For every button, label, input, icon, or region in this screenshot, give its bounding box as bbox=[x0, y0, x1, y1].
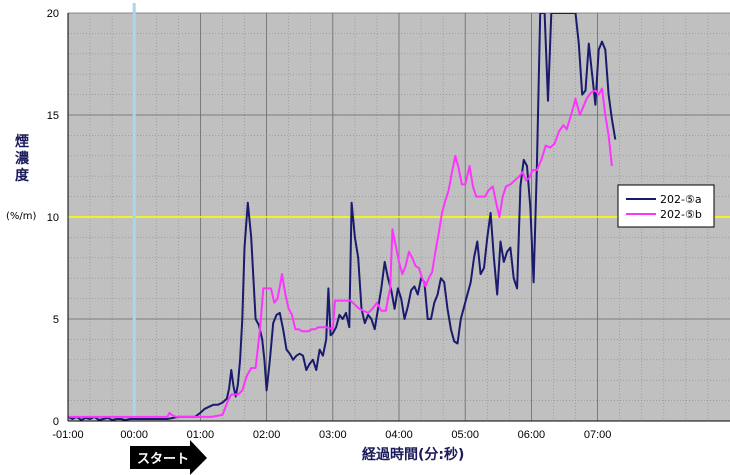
legend-box bbox=[617, 184, 715, 228]
x-tick-label: 05:00 bbox=[451, 429, 479, 441]
x-tick-label: 01:00 bbox=[187, 429, 215, 441]
x-axis-label: 経過時間(分:秒) bbox=[362, 446, 464, 463]
start-arrow-shape bbox=[130, 440, 207, 475]
x-tick-label: 06:00 bbox=[518, 429, 546, 441]
series-line-b bbox=[68, 87, 613, 418]
legend-label-a: 202-⑤a bbox=[660, 193, 702, 206]
x-tick-label: -01:00 bbox=[52, 429, 83, 441]
series-line-a bbox=[68, 13, 617, 421]
x-tick-label: 02:00 bbox=[253, 429, 281, 441]
y-axis-label: 煙濃度 bbox=[15, 133, 30, 184]
y-tick-labels: 0 5 10 15 20 bbox=[47, 8, 59, 428]
legend: 202-⑤a 202-⑤b bbox=[617, 184, 715, 228]
y-tick-label: 0 bbox=[53, 416, 59, 428]
x-tick-labels: -01:00 00:00 01:00 02:00 03:00 04:00 05:00 06:0… bbox=[52, 429, 611, 441]
x-tick-label: 04:00 bbox=[385, 429, 413, 441]
series-group bbox=[68, 13, 617, 421]
x-tick-label: 00:00 bbox=[120, 429, 148, 441]
y-tick-label: 20 bbox=[47, 8, 59, 20]
y-tick-label: 15 bbox=[47, 110, 59, 122]
y-axis-unit: (%/m) bbox=[6, 211, 37, 222]
y-tick-label: 5 bbox=[53, 314, 59, 326]
x-tick-label: 03:00 bbox=[319, 429, 347, 441]
start-marker: スタート bbox=[130, 440, 207, 475]
y-tick-label: 10 bbox=[47, 212, 59, 224]
start-label: スタート bbox=[137, 452, 189, 467]
x-tick-label: 07:00 bbox=[584, 429, 612, 441]
legend-label-b: 202-⑤b bbox=[660, 208, 702, 221]
